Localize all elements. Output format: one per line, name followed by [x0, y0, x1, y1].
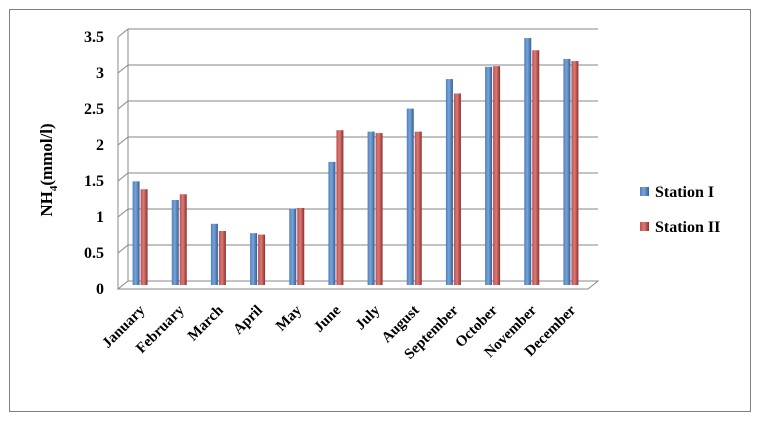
- bar-station-2: [179, 194, 187, 285]
- gridlines: [117, 28, 598, 254]
- bar-station-1: [250, 233, 258, 285]
- y-tick-label: 2: [96, 137, 104, 154]
- y-tick-labels: 0 0.5 1 1.5 2 2.5 3 3.5: [84, 29, 104, 298]
- legend-label-station-1: Station I: [655, 184, 714, 201]
- y-tick-label: 0: [96, 281, 104, 298]
- y-tick-label: 1.5: [84, 173, 104, 190]
- y-tick-label: 3.5: [84, 29, 104, 46]
- gridline-depth: [117, 208, 129, 218]
- x-category-label: May: [273, 302, 305, 334]
- y-tick-label: 2.5: [84, 101, 104, 118]
- bar-station-1: [563, 58, 571, 285]
- legend-swatch-station-2: [640, 222, 649, 231]
- bar-station-2: [297, 207, 305, 285]
- bar-station-2: [258, 234, 266, 285]
- bar-station-2: [414, 131, 422, 285]
- bars: [132, 38, 579, 286]
- gridline-depth: [117, 172, 129, 182]
- gridline-depth: [117, 100, 129, 110]
- bar-station-1: [367, 131, 375, 285]
- legend-swatch-station-1: [640, 187, 649, 196]
- y-axis-label-unit: (mmol/l): [37, 123, 56, 185]
- chart-floor: [116, 280, 600, 290]
- legend: Station I Station II: [640, 184, 720, 236]
- y-axis-label-subscript: 4: [48, 185, 60, 191]
- x-category-label: July: [353, 302, 384, 333]
- y-axis-label: NH4(mmol/l): [37, 123, 60, 216]
- bar-station-1: [289, 208, 297, 285]
- legend-label-station-2: Station II: [655, 219, 720, 236]
- bar-station-2: [532, 50, 540, 285]
- x-category-label: March: [185, 302, 227, 344]
- bar-station-2: [140, 189, 148, 285]
- gridline-depth: [117, 28, 129, 38]
- bar-station-2: [493, 66, 501, 286]
- bar-station-2: [218, 231, 226, 285]
- y-tick-label: 3: [96, 65, 104, 82]
- axes: [116, 29, 600, 290]
- bar-station-1: [445, 79, 453, 285]
- x-category-label: June: [311, 302, 344, 335]
- bar-station-1: [524, 38, 532, 285]
- x-category-label: April: [230, 303, 265, 338]
- y-tick-label: 0.5: [84, 245, 104, 262]
- bar-station-2: [453, 93, 461, 285]
- bar-station-1: [485, 66, 493, 285]
- gridline-depth: [117, 64, 129, 74]
- bar-station-1: [406, 108, 414, 285]
- bar-station-1: [171, 200, 179, 285]
- bar-station-2: [375, 133, 383, 285]
- bar-station-1: [132, 181, 140, 285]
- bar-station-2: [571, 61, 579, 285]
- gridline-depth: [117, 136, 129, 146]
- y-tick-label: 1: [96, 209, 104, 226]
- bar-station-1: [210, 223, 218, 285]
- gridline-depth: [117, 244, 129, 254]
- y-axis-label-main: NH: [37, 191, 56, 217]
- bar-station-2: [336, 130, 344, 285]
- bar-station-1: [328, 161, 336, 285]
